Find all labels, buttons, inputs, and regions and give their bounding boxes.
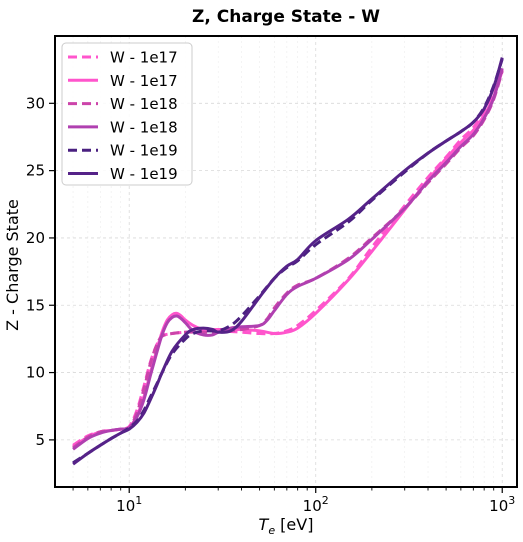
x-axis-label-main: T (259, 515, 270, 534)
y-tick-label: 20 (26, 229, 45, 247)
x-tick-label-base: 10 (116, 497, 135, 515)
legend-label-3: W - 1e18 (110, 118, 178, 136)
series-line-3 (72, 67, 504, 451)
legend-label-2: W - 1e18 (110, 95, 178, 113)
x-tick-label-base: 10 (303, 497, 322, 515)
x-tick-label-exp: 1 (135, 494, 142, 507)
legend: W - 1e17 W - 1e17 W - 1e18 W - 1e18 W - 1e19… (61, 42, 193, 186)
x-tick-label: 103 (489, 494, 515, 515)
x-tick-label-base: 10 (489, 497, 508, 515)
x-tick-label: 102 (303, 494, 329, 515)
x-tick-label: 101 (116, 494, 142, 515)
x-tick-label-exp: 2 (322, 494, 329, 507)
y-tick-label: 25 (26, 162, 45, 180)
series-line-5 (72, 57, 504, 466)
y-tick-label: 5 (35, 431, 45, 449)
legend-label-5: W - 1e19 (110, 165, 178, 183)
x-tick-label-exp: 3 (508, 494, 515, 507)
x-axis-label-unit: [eV] (275, 515, 313, 534)
x-axis-label-sub: e (268, 524, 275, 537)
plot-frame (54, 35, 518, 488)
y-tick-label: 10 (26, 364, 45, 382)
legend-items: W - 1e17 W - 1e17 W - 1e18 W - 1e18 W - 1e19… (68, 49, 178, 183)
y-tick-label: 15 (26, 296, 45, 314)
legend-label-1: W - 1e17 (110, 72, 178, 90)
chart-title: Z, Charge State - W (192, 7, 380, 27)
series-layer (72, 57, 504, 466)
y-axis-label: Z - Charge State (3, 199, 22, 331)
legend-label-4: W - 1e19 (110, 142, 178, 160)
y-tick-label: 30 (26, 94, 45, 112)
x-axis-label: Te [eV] (259, 515, 314, 537)
legend-label-0: W - 1e17 (110, 49, 178, 67)
legend-frame (61, 42, 193, 186)
